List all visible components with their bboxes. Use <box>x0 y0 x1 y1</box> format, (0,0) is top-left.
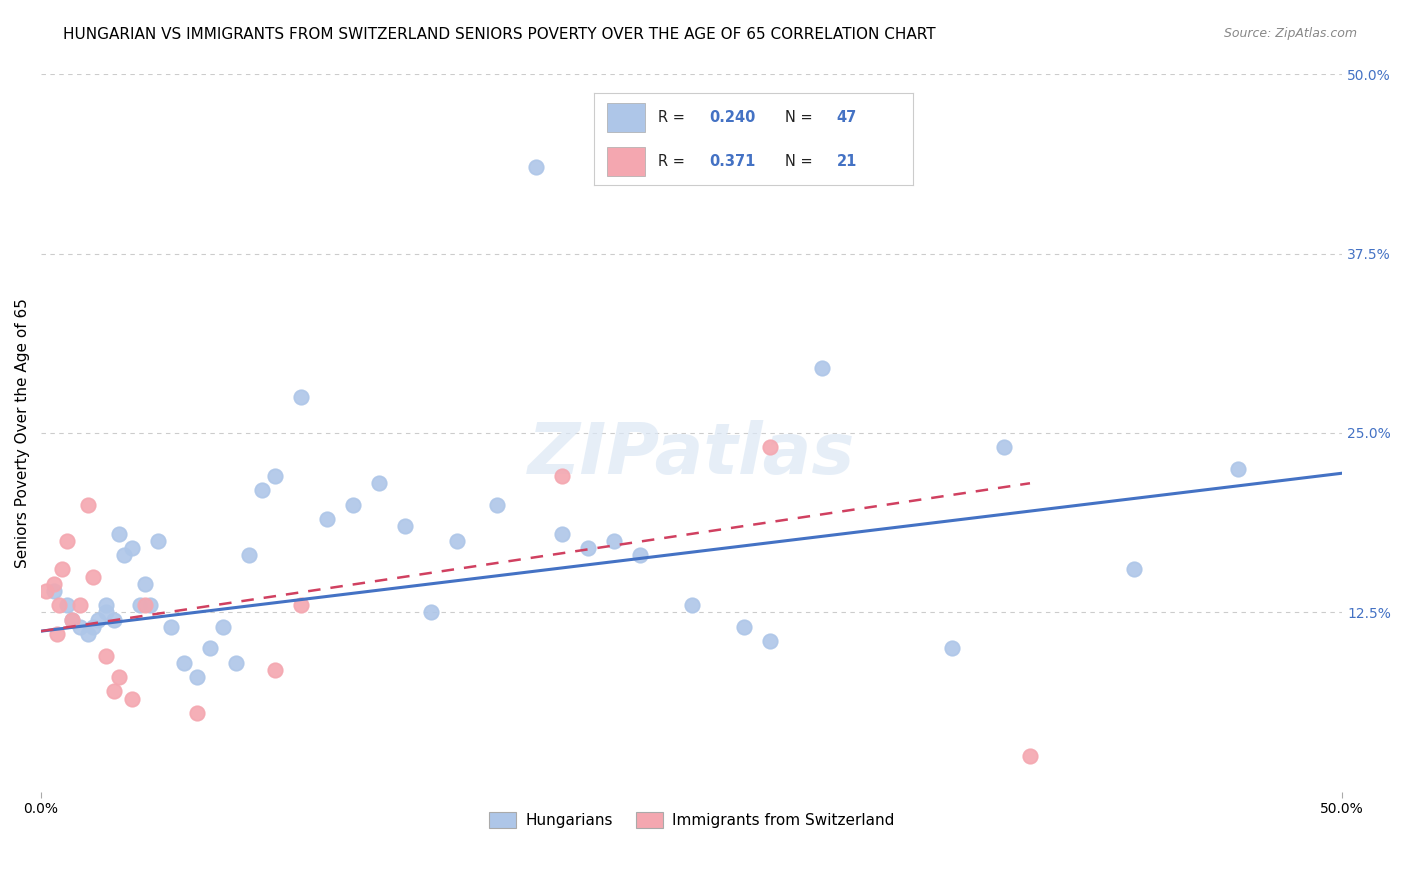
Point <box>524 161 547 175</box>
Point <box>82 569 104 583</box>
Point <box>264 663 287 677</box>
Point <box>485 498 508 512</box>
Point <box>96 599 118 613</box>
Point <box>342 498 364 512</box>
Point <box>264 469 287 483</box>
Point <box>56 599 79 613</box>
Point <box>446 533 468 548</box>
Point <box>238 548 260 562</box>
Point <box>290 599 312 613</box>
Text: ZIPatlas: ZIPatlas <box>529 420 855 489</box>
Point <box>69 599 91 613</box>
Y-axis label: Seniors Poverty Over the Age of 65: Seniors Poverty Over the Age of 65 <box>15 298 30 568</box>
Point <box>160 620 183 634</box>
Point <box>139 599 162 613</box>
Point <box>993 441 1015 455</box>
Point <box>112 548 135 562</box>
Point <box>96 606 118 620</box>
Point <box>82 620 104 634</box>
Point <box>290 390 312 404</box>
Point <box>69 620 91 634</box>
Text: Source: ZipAtlas.com: Source: ZipAtlas.com <box>1223 27 1357 40</box>
Point <box>186 670 208 684</box>
Point <box>134 599 156 613</box>
Point <box>628 548 651 562</box>
Point <box>108 526 131 541</box>
Point <box>681 599 703 613</box>
Point <box>758 634 780 648</box>
Point <box>1227 462 1250 476</box>
Text: HUNGARIAN VS IMMIGRANTS FROM SWITZERLAND SENIORS POVERTY OVER THE AGE OF 65 CORR: HUNGARIAN VS IMMIGRANTS FROM SWITZERLAND… <box>63 27 936 42</box>
Point <box>186 706 208 720</box>
Point <box>56 533 79 548</box>
Point <box>368 476 391 491</box>
Point <box>60 613 83 627</box>
Point <box>103 613 125 627</box>
Point <box>48 599 70 613</box>
Point <box>35 583 58 598</box>
Point <box>45 627 67 641</box>
Point <box>758 441 780 455</box>
Point <box>42 583 65 598</box>
Point <box>550 469 572 483</box>
Point <box>42 576 65 591</box>
Point <box>200 641 222 656</box>
Point <box>733 620 755 634</box>
Point <box>87 613 110 627</box>
Point <box>1123 562 1146 576</box>
Point <box>51 562 73 576</box>
Point <box>134 576 156 591</box>
Point <box>576 541 599 555</box>
Point <box>316 512 339 526</box>
Point <box>121 691 143 706</box>
Point <box>60 613 83 627</box>
Point <box>225 656 247 670</box>
Point <box>121 541 143 555</box>
Legend: Hungarians, Immigrants from Switzerland: Hungarians, Immigrants from Switzerland <box>482 806 901 835</box>
Point <box>420 606 443 620</box>
Point <box>96 648 118 663</box>
Point <box>212 620 235 634</box>
Point <box>77 498 100 512</box>
Point <box>173 656 195 670</box>
Point <box>394 519 416 533</box>
Point <box>602 533 624 548</box>
Point <box>103 684 125 698</box>
Point <box>810 361 832 376</box>
Point <box>550 526 572 541</box>
Point <box>252 483 274 498</box>
Point <box>108 670 131 684</box>
Point <box>941 641 963 656</box>
Point <box>148 533 170 548</box>
Point <box>129 599 152 613</box>
Point <box>77 627 100 641</box>
Point <box>1019 749 1042 764</box>
